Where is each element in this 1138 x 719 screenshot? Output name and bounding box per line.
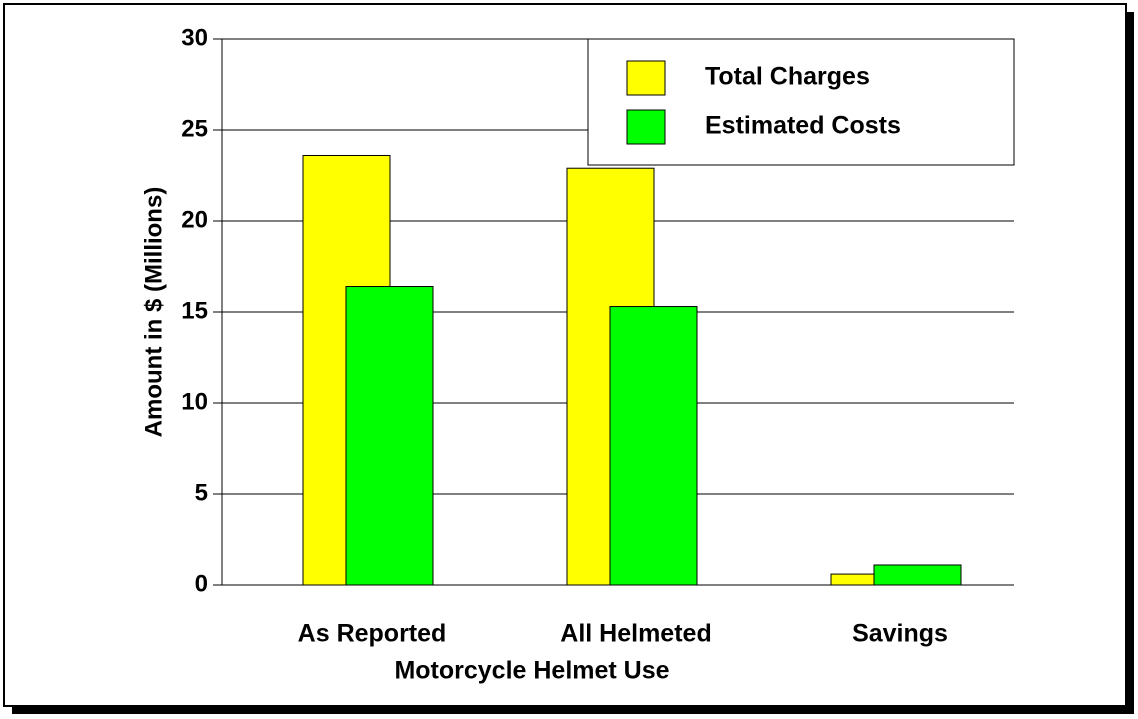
y-tick-label: 0 (195, 570, 208, 597)
bar (873, 564, 962, 586)
bar (345, 286, 434, 586)
legend-box (587, 38, 1015, 166)
y-tick-label: 10 (181, 388, 208, 415)
x-axis-label: Motorcycle Helmet Use (394, 657, 669, 685)
y-tick-label: 30 (181, 24, 208, 51)
legend-swatch (626, 60, 666, 96)
x-tick-label: All Helmeted (560, 620, 711, 648)
legend-label: Estimated Costs (705, 112, 901, 140)
legend-swatch (626, 109, 666, 145)
y-tick-label: 20 (181, 206, 208, 233)
y-tick-label: 5 (195, 479, 208, 506)
legend-label: Total Charges (705, 63, 870, 91)
x-tick-label: Savings (852, 620, 948, 648)
y-tick-label: 15 (181, 297, 208, 324)
bar (609, 306, 698, 586)
y-tick-label: 25 (181, 115, 208, 142)
y-axis-label: Amount in $ (Millions) (140, 187, 167, 438)
x-tick-label: As Reported (298, 620, 447, 648)
